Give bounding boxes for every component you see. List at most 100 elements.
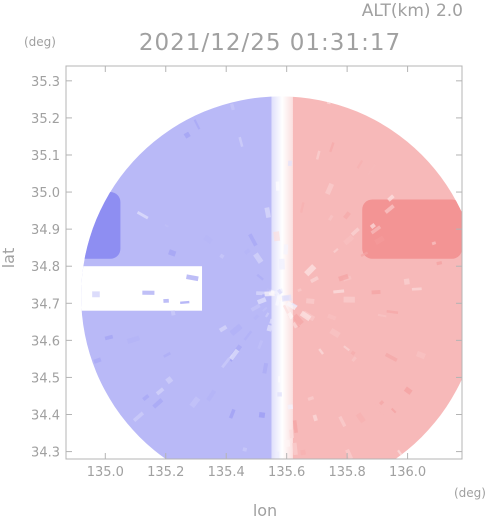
echo-speckle <box>283 244 289 255</box>
echo-speckle <box>170 310 176 316</box>
echo-speckle <box>287 160 292 167</box>
echo-speckle <box>275 451 280 459</box>
echo-speckle <box>193 119 201 130</box>
echo-speckle <box>431 241 437 246</box>
echo-speckle <box>292 442 298 456</box>
echo-speckle <box>256 297 267 305</box>
echo-speckle <box>318 348 324 355</box>
echo-speckle <box>377 313 387 318</box>
echo-speckle <box>278 376 281 383</box>
echo-speckle <box>343 211 351 220</box>
echo-speckle <box>374 235 385 245</box>
echo-speckle <box>327 313 337 321</box>
echo-speckle <box>329 327 341 339</box>
echo-speckle <box>257 339 264 350</box>
echo-speckle <box>203 234 214 245</box>
echo-speckle <box>338 273 349 282</box>
echo-speckle <box>293 318 301 328</box>
echo-speckle <box>287 404 294 410</box>
echo-speckle <box>338 415 347 428</box>
y-tick-label: 34.9 <box>31 223 60 238</box>
echo-speckle <box>264 312 270 318</box>
echo-speckle <box>163 351 172 358</box>
echo-speckle <box>206 389 217 402</box>
echo-speckle <box>350 350 356 356</box>
echo-speckle <box>243 330 253 341</box>
echo-speckle <box>360 251 369 257</box>
echo-speckle <box>218 324 228 333</box>
echo-speckle <box>275 295 281 306</box>
echo-speckle <box>300 449 306 456</box>
echo-speckle <box>243 248 251 255</box>
echo-speckle <box>132 411 145 422</box>
echo-speckle <box>250 303 261 312</box>
echo-speckle <box>242 447 248 452</box>
echo-speckle <box>165 376 174 385</box>
echo-speckle <box>403 386 413 395</box>
echo-speckle <box>253 314 260 321</box>
echo-speckle <box>411 287 422 291</box>
x-tick-label: 135.2 <box>147 465 184 480</box>
plot-frame <box>65 65 463 460</box>
echo-speckle <box>136 210 149 220</box>
echo-speckle <box>262 306 268 312</box>
echo-speckle <box>333 247 339 254</box>
echo-speckle <box>325 182 335 196</box>
x-tick-label: 135.4 <box>208 465 245 480</box>
echo-speckle <box>343 234 355 246</box>
echo-speckle <box>355 412 366 424</box>
echo-speckle <box>292 313 304 326</box>
echo-speckle <box>367 163 377 175</box>
echo-speckle <box>436 260 443 266</box>
echo-speckle <box>390 407 397 414</box>
echo-speckle <box>384 352 398 362</box>
echo-speckle <box>284 439 291 448</box>
echo-speckle <box>307 396 315 401</box>
radar-disk <box>81 96 462 464</box>
echo-speckle <box>256 273 264 281</box>
echo-speckle <box>343 296 355 303</box>
negative-velocity-field <box>81 96 272 459</box>
echo-speckle <box>264 291 275 297</box>
echo-speckle <box>228 408 236 419</box>
echo-speckle <box>386 309 399 315</box>
echo-speckle <box>333 289 345 294</box>
echo-speckle <box>164 223 169 228</box>
echo-speckle <box>279 258 285 270</box>
echo-speckle <box>345 448 354 459</box>
echo-speckle <box>287 311 294 320</box>
echo-speckle <box>238 136 244 148</box>
y-tick-label: 35.0 <box>31 186 60 201</box>
echo-speckle <box>299 460 302 464</box>
y-unit-label: (deg) <box>24 35 56 49</box>
echo-speckle <box>292 321 299 329</box>
echo-speckle <box>262 362 269 374</box>
east-strong-positive-region <box>362 199 462 259</box>
echo-speckle <box>126 335 141 344</box>
echo-speckle <box>277 392 282 397</box>
y-tick-label: 34.3 <box>31 446 60 461</box>
echo-speckle <box>305 298 315 304</box>
echo-speckle <box>277 288 283 295</box>
echo-speckle <box>152 398 164 409</box>
echo-speckle <box>221 357 231 369</box>
echo-speckle <box>461 257 462 264</box>
echo-speckle <box>299 310 312 322</box>
echo-speckle <box>229 323 243 336</box>
echo-speckle <box>229 348 240 361</box>
echo-speckle <box>343 345 350 352</box>
x-tick-label: 135.6 <box>268 465 305 480</box>
echo-speckle <box>253 252 264 264</box>
echo-speckle <box>104 334 114 341</box>
x-tick-label: 136.0 <box>389 465 426 480</box>
echo-speckle <box>328 214 334 222</box>
echo-speckle <box>351 356 357 363</box>
echo-speckle <box>273 231 281 242</box>
y-tick-label: 35.1 <box>31 149 60 164</box>
echo-speckle <box>378 400 385 406</box>
echo-speckle <box>281 294 292 302</box>
echo-speckle <box>256 291 266 296</box>
echo-speckle <box>387 194 395 202</box>
echo-speckle <box>374 403 386 416</box>
